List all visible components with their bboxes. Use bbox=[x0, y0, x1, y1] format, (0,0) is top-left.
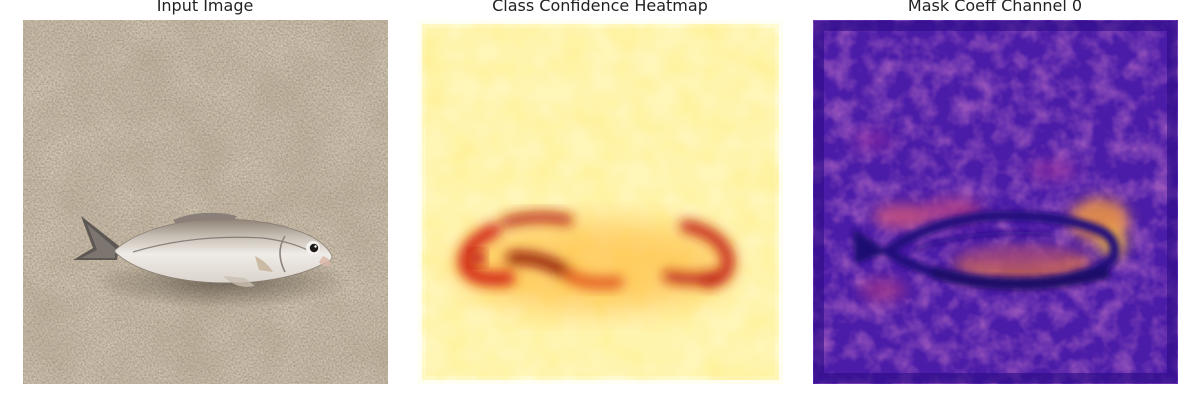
mask-coeff-channel-0 bbox=[813, 20, 1178, 384]
fish-photo bbox=[23, 20, 388, 384]
fish-body bbox=[114, 218, 333, 284]
heatmap-plasma bbox=[813, 20, 1178, 384]
heatmap-hot bbox=[418, 20, 783, 384]
panel-title-input-image: Input Image bbox=[156, 0, 254, 15]
panel-title-mask-coeff-channel-0: Mask Coeff Channel 0 bbox=[907, 0, 1083, 15]
class-confidence-heatmap bbox=[418, 20, 783, 384]
panel-title-class-confidence-heatmap: Class Confidence Heatmap bbox=[492, 0, 708, 15]
input-image bbox=[23, 20, 388, 384]
